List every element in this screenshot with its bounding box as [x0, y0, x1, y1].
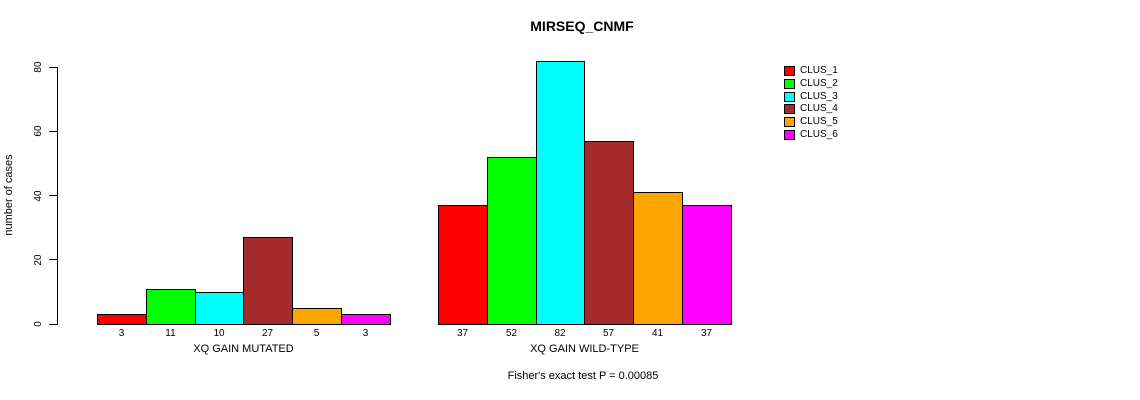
bar-value-label: 10: [213, 328, 225, 339]
y-tick-label: 20: [33, 254, 44, 266]
bar-value-label: 3: [362, 328, 369, 339]
legend-label: CLUS_3: [800, 90, 838, 102]
y-tick-mark: [49, 195, 57, 197]
y-axis-line: [57, 67, 58, 325]
y-tick-mark: [49, 323, 57, 325]
legend-label: CLUS_6: [800, 129, 838, 140]
y-tick-label: 0: [33, 321, 44, 327]
bar-clus_4-group2: [584, 141, 634, 325]
y-tick-mark: [49, 259, 57, 261]
bar-value-label: 11: [165, 328, 176, 339]
y-tick-mark: [49, 130, 57, 132]
x-group-label: XQ GAIN MUTATED: [193, 343, 294, 355]
legend-swatch-clus_4: [784, 104, 795, 115]
bar-clus_1-group2: [438, 205, 488, 325]
chart-title: MIRSEQ_CNMF: [530, 18, 634, 34]
bar-value-label: 52: [505, 328, 518, 339]
bar-value-label: 37: [700, 328, 713, 339]
bar-value-label: 3: [118, 328, 125, 339]
x-group-label: XQ GAIN WILD-TYPE: [530, 343, 639, 355]
bar-clus_5-group2: [633, 192, 683, 325]
bar-clus_2-group2: [487, 157, 537, 325]
bar-value-label: 57: [602, 328, 615, 339]
bar-clus_6-group1: [341, 314, 391, 325]
y-axis-label: number of cases: [3, 154, 15, 236]
bar-clus_1-group1: [97, 314, 147, 325]
bar-clus_3-group1: [195, 292, 244, 325]
legend-label: CLUS_4: [800, 103, 838, 115]
legend-label: CLUS_1: [800, 65, 838, 76]
y-tick-label: 80: [33, 61, 44, 73]
y-tick-label: 40: [33, 190, 44, 202]
bar-clus_5-group1: [292, 308, 342, 325]
legend-label: CLUS_5: [800, 116, 838, 128]
y-tick-mark: [49, 66, 57, 68]
legend-swatch-clus_6: [784, 130, 795, 140]
bar-value-label: 5: [313, 328, 320, 339]
legend-label: CLUS_2: [800, 77, 838, 89]
legend-swatch-clus_3: [784, 91, 795, 102]
bar-value-label: 27: [261, 328, 274, 339]
legend-swatch-clus_5: [784, 117, 795, 128]
bar-value-label: 37: [456, 328, 469, 339]
bar-clus_6-group2: [682, 205, 732, 325]
bar-clus_2-group1: [146, 289, 196, 325]
bar-value-label: 41: [651, 328, 664, 339]
legend-swatch-clus_2: [784, 78, 795, 89]
legend-swatch-clus_1: [784, 66, 795, 76]
bar-clus_4-group1: [243, 237, 293, 325]
y-tick-label: 60: [33, 125, 44, 137]
bar-clus_3-group2: [536, 61, 585, 325]
annotation-text: Fisher's exact test P = 0.00085: [507, 370, 659, 382]
bar-value-label: 82: [554, 328, 566, 339]
